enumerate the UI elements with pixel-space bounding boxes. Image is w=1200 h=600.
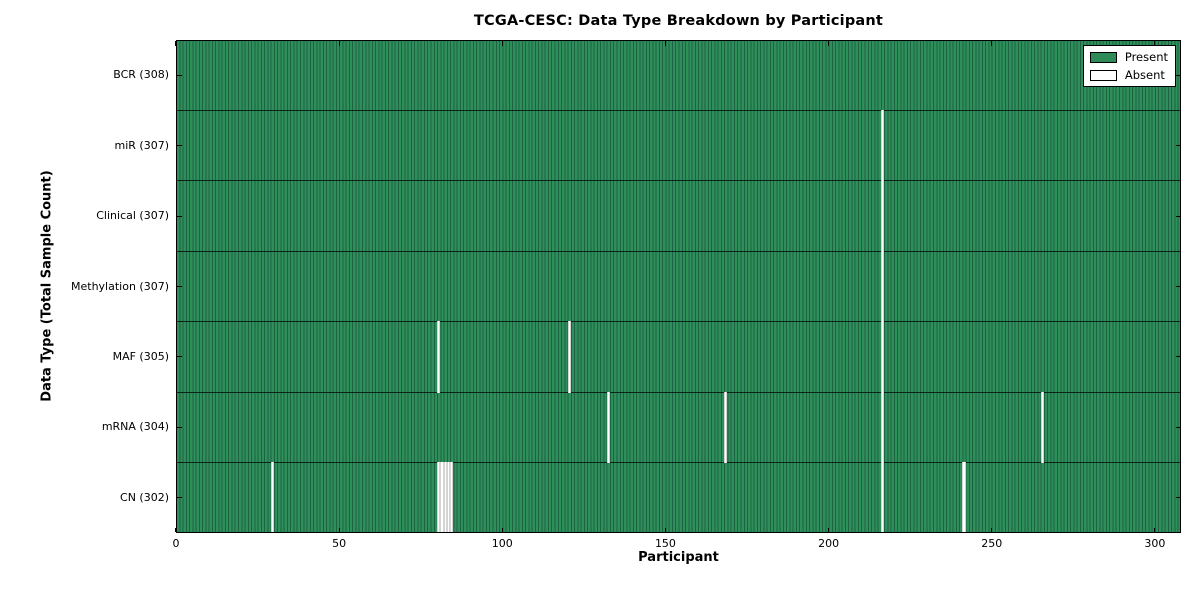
row-separator — [176, 109, 1181, 111]
absent-gap — [437, 462, 441, 534]
absent-gap — [450, 462, 454, 534]
legend-swatch-absent-icon — [1089, 69, 1117, 81]
legend-swatch-present-icon — [1089, 51, 1117, 63]
y-tick-mark — [177, 497, 182, 499]
absent-gap — [446, 462, 451, 534]
x-tick-label: 150 — [654, 537, 676, 550]
absent-gap — [440, 462, 444, 534]
y-tick-mark — [1175, 426, 1180, 428]
x-axis-label: Participant — [638, 550, 719, 565]
x-tick-label: 300 — [1144, 537, 1166, 550]
row-separator — [176, 250, 1181, 252]
x-tick-mark — [338, 41, 340, 46]
absent-gap — [880, 250, 885, 323]
y-tick-label: MAF (305) — [112, 349, 169, 363]
x-tick-label: 50 — [332, 537, 347, 550]
heatmap-row-bcr — [176, 40, 1181, 111]
y-tick-mark — [1175, 497, 1180, 499]
absent-gap — [880, 462, 885, 534]
x-tick-label: 250 — [981, 537, 1003, 550]
x-tick-mark — [175, 41, 177, 46]
y-tick-label: CN (302) — [120, 490, 169, 504]
x-tick-mark — [175, 527, 177, 532]
x-tick-mark — [828, 527, 830, 532]
legend-item-absent: Absent — [1089, 68, 1168, 82]
heatmap-row-methylation — [176, 250, 1181, 323]
x-tick-mark — [991, 41, 993, 46]
plot-area: Present Absent — [175, 40, 1181, 534]
y-tick-mark — [1175, 215, 1180, 217]
y-tick-mark — [177, 356, 182, 358]
absent-gap — [270, 462, 274, 534]
heatmap-row-mir — [176, 109, 1181, 182]
heatmap-row-cn — [176, 462, 1181, 534]
x-tick-mark — [1154, 527, 1156, 532]
absent-gap — [880, 109, 885, 182]
absent-gap — [880, 180, 885, 252]
y-tick-mark — [1175, 74, 1180, 76]
y-tick-mark — [177, 285, 182, 288]
x-tick-mark — [664, 527, 666, 532]
row-separator — [176, 321, 1181, 323]
absent-gap — [880, 391, 885, 464]
legend-label-absent: Absent — [1124, 68, 1165, 82]
x-tick-mark — [338, 527, 340, 532]
x-tick-label: 200 — [818, 537, 840, 550]
y-tick-mark — [1175, 356, 1180, 358]
absent-gap — [962, 462, 966, 534]
chart-title: TCGA-CESC: Data Type Breakdown by Partic… — [473, 13, 884, 29]
y-tick-mark — [177, 426, 182, 428]
legend-label-present: Present — [1124, 50, 1168, 64]
absent-gap — [437, 321, 441, 393]
absent-gap — [880, 321, 885, 393]
row-separator — [176, 462, 1181, 464]
row-separator — [176, 391, 1181, 393]
y-tick-label: Clinical (307) — [96, 209, 169, 223]
absent-gap — [443, 462, 447, 534]
absent-gap — [724, 391, 728, 464]
y-tick-label: miR (307) — [114, 138, 170, 152]
y-tick-mark — [177, 215, 182, 217]
x-tick-label: 0 — [172, 537, 180, 550]
y-tick-mark — [1175, 285, 1180, 288]
row-separator — [176, 180, 1181, 182]
x-tick-mark — [828, 41, 830, 46]
legend: Present Absent — [1082, 45, 1176, 87]
y-tick-mark — [177, 145, 182, 147]
y-tick-label: Methylation (307) — [71, 279, 169, 293]
legend-item-present: Present — [1089, 50, 1168, 64]
x-tick-mark — [991, 527, 993, 532]
x-tick-mark — [1154, 41, 1156, 46]
y-tick-label: BCR (308) — [113, 68, 169, 82]
x-tick-label: 100 — [491, 537, 513, 550]
x-tick-mark — [501, 41, 503, 46]
absent-gap — [606, 391, 610, 464]
heatmap-row-maf — [176, 321, 1181, 393]
x-tick-mark — [664, 41, 666, 46]
y-tick-label: mRNA (304) — [101, 420, 169, 434]
x-tick-mark — [501, 527, 503, 532]
absent-gap — [1040, 391, 1044, 464]
absent-gap — [567, 321, 571, 393]
y-tick-mark — [1175, 145, 1180, 147]
heatmap-row-clinical — [176, 180, 1181, 252]
heatmap-row-mrna — [176, 391, 1181, 464]
y-tick-mark — [177, 74, 182, 76]
